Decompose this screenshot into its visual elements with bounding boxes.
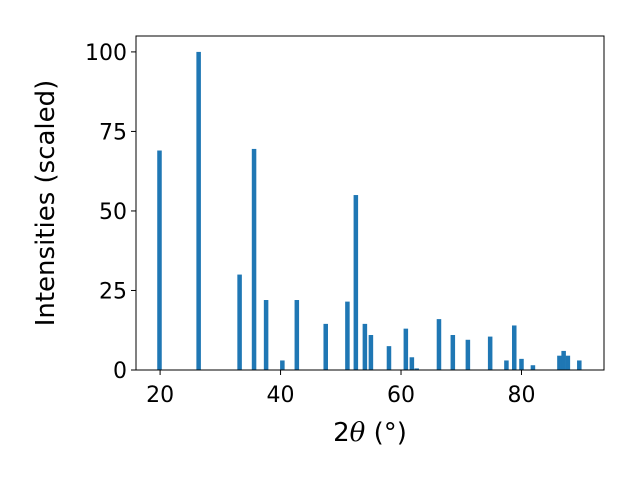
x-axis-label-theta: θ: [350, 418, 366, 448]
bar: [345, 301, 350, 370]
y-axis: 0 25 50 75 100: [85, 41, 136, 384]
bar: [436, 319, 442, 370]
bar: [557, 355, 562, 370]
bar: [530, 365, 536, 370]
x-axis-label: 2θ (°): [333, 418, 407, 448]
bar: [403, 328, 409, 370]
bar: [561, 350, 566, 370]
bars-group: [157, 51, 582, 371]
x-axis: 20 40 60 80: [146, 370, 535, 408]
y-tick-label: 25: [99, 279, 127, 304]
bar: [157, 150, 162, 370]
x-tick-label: 20: [146, 383, 174, 408]
bar: [565, 355, 571, 370]
bar: [577, 360, 582, 370]
bar: [504, 360, 509, 370]
bar: [353, 195, 359, 370]
y-tick-label: 0: [113, 359, 127, 384]
bar: [409, 357, 415, 370]
bar: [465, 339, 471, 370]
x-tick-label: 60: [387, 383, 415, 408]
bar: [414, 368, 419, 370]
y-tick-label: 100: [85, 41, 127, 66]
x-tick-label: 80: [507, 383, 535, 408]
bar: [251, 148, 257, 370]
bar: [280, 360, 285, 370]
y-tick-label: 75: [99, 120, 127, 145]
plot-frame: [135, 35, 605, 371]
x-axis-label-unit: (°): [365, 418, 407, 448]
x-axis-label-prefix: 2: [333, 418, 350, 448]
bar: [511, 325, 517, 370]
bar: [362, 323, 368, 370]
bar: [487, 336, 493, 370]
bar: [294, 300, 300, 370]
bar: [237, 274, 242, 370]
bar: [323, 323, 328, 370]
y-axis-label: Intensities (scaled): [31, 80, 61, 327]
bar: [263, 300, 269, 370]
y-tick-label: 50: [99, 200, 127, 225]
bar: [196, 51, 201, 371]
bar: [450, 335, 456, 370]
x-tick-label: 40: [267, 383, 295, 408]
bar: [386, 346, 392, 370]
bar: [519, 358, 524, 370]
bar: [368, 335, 374, 370]
